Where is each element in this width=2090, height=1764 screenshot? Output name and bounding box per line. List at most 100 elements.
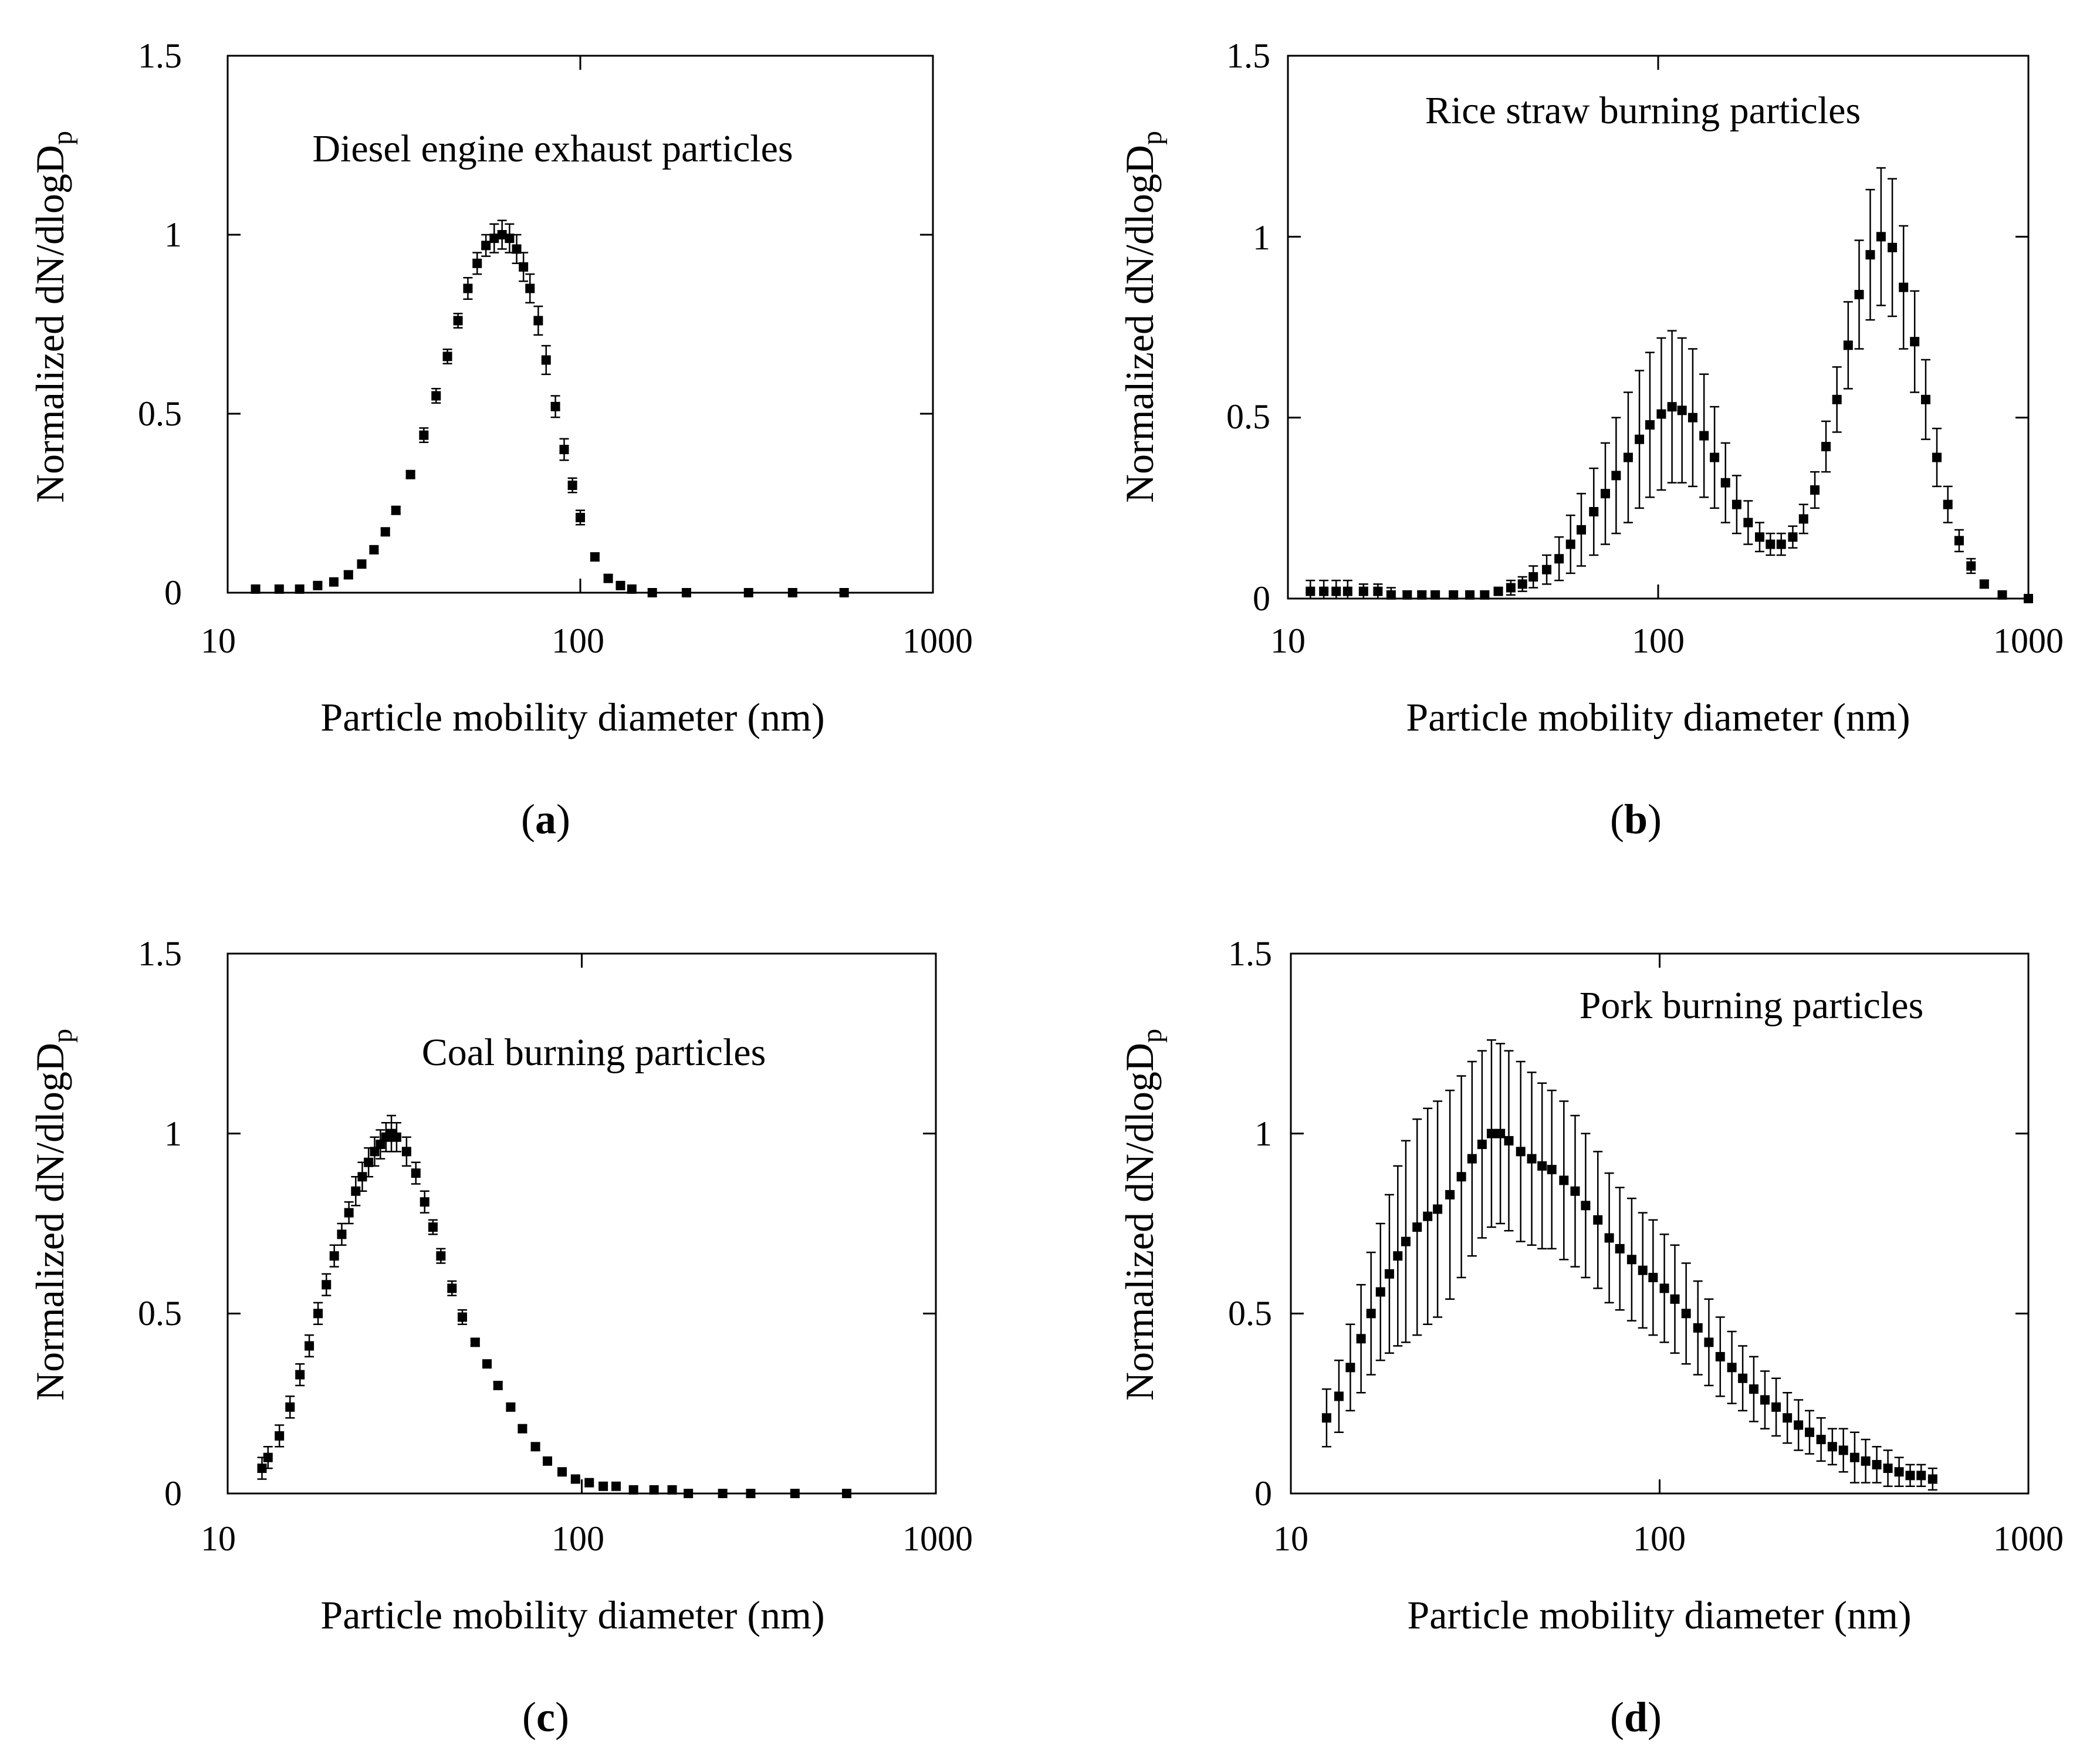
data-point	[541, 355, 551, 365]
data-point	[611, 1481, 621, 1491]
data-point	[1648, 1273, 1658, 1282]
data-point	[598, 1481, 608, 1491]
data-point	[1693, 1323, 1703, 1333]
data-point	[1366, 1309, 1376, 1319]
data-point	[357, 1172, 367, 1182]
data-point	[681, 588, 691, 597]
data-points	[1306, 232, 2033, 603]
data-point	[1581, 1201, 1591, 1211]
data-point	[376, 1140, 385, 1150]
data-point	[1477, 1140, 1487, 1150]
data-point	[1920, 394, 1930, 404]
data-point	[436, 1251, 446, 1261]
x-tick-label: 10	[201, 621, 236, 660]
data-point	[557, 1467, 567, 1477]
data-point	[1715, 1351, 1725, 1361]
data-point	[746, 1489, 756, 1498]
data-point	[472, 258, 482, 268]
data-point	[357, 559, 367, 569]
panel-label-letter: b	[1624, 796, 1648, 843]
x-tick-label: 100	[1632, 621, 1685, 660]
data-point	[1659, 1283, 1669, 1293]
data-point	[1527, 1154, 1537, 1164]
error-bars	[257, 1114, 553, 1480]
data-point	[518, 1424, 527, 1434]
data-point	[1656, 409, 1666, 419]
data-point	[370, 1147, 380, 1157]
data-point	[337, 1229, 347, 1239]
y-axis-label-text: Normalized dN/dlogD	[1117, 145, 1162, 503]
axis-ticks	[226, 952, 937, 1495]
data-point	[419, 430, 429, 440]
data-point	[1412, 1222, 1422, 1232]
panel-label-letter: d	[1624, 1694, 1648, 1741]
data-point	[628, 1485, 638, 1495]
y-tick-label: 1.5	[138, 934, 182, 973]
data-point	[380, 527, 390, 537]
data-point	[442, 352, 452, 361]
data-point	[839, 588, 849, 597]
data-point	[1358, 586, 1368, 596]
data-point	[1687, 413, 1697, 423]
y-tick-label: 0	[164, 1474, 182, 1513]
data-point	[1888, 242, 1898, 252]
axis-ticks	[1290, 952, 2030, 1495]
data-point	[1997, 590, 2007, 600]
x-axis-label: Particle mobility diameter (nm)	[1407, 1593, 1911, 1637]
y-axis-label-subscript: p	[47, 1029, 78, 1043]
data-point	[1393, 1251, 1403, 1261]
panel-label-letter: c	[536, 1694, 555, 1741]
panel-label-letter: a	[535, 796, 556, 843]
y-tick-label: 0.5	[138, 394, 182, 433]
data-point	[1386, 590, 1396, 600]
data-point	[1456, 1172, 1466, 1182]
data-point	[1345, 1363, 1355, 1373]
data-point	[667, 1485, 677, 1495]
data-point	[1677, 405, 1687, 415]
data-point	[285, 1402, 295, 1412]
data-point	[257, 1464, 267, 1474]
data-point	[1506, 583, 1516, 593]
data-point	[1517, 579, 1527, 589]
y-tick-label: 1	[1254, 1114, 1272, 1153]
data-point	[506, 1402, 516, 1412]
data-point	[391, 505, 401, 515]
y-axis-label-subscript: p	[1137, 1029, 1168, 1043]
data-point	[1467, 1154, 1477, 1164]
data-point	[1433, 1204, 1443, 1214]
y-axis-label-text: Normalized dN/dlogD	[28, 145, 72, 503]
data-point	[1794, 1420, 1804, 1430]
data-point	[1771, 1402, 1781, 1412]
data-point	[1645, 420, 1655, 430]
data-point	[1749, 1384, 1758, 1394]
data-point	[505, 234, 515, 244]
data-point	[1623, 452, 1633, 462]
data-point	[1979, 579, 1989, 589]
data-point	[1916, 1471, 1926, 1481]
data-point	[1754, 532, 1764, 542]
panel-a: 0 0.5 1 1.5 10 100 1000 Particle mobilit…	[28, 36, 973, 843]
data-point	[519, 262, 529, 272]
data-point	[411, 1168, 421, 1178]
data-point	[463, 283, 473, 293]
data-point	[1635, 434, 1645, 444]
data-point	[1604, 1233, 1614, 1243]
data-point	[1966, 561, 1976, 571]
data-point	[1423, 1211, 1433, 1221]
axis-ticks	[226, 55, 934, 594]
data-point	[1776, 539, 1786, 549]
data-points	[1321, 1128, 1937, 1484]
data-point	[1547, 1165, 1557, 1174]
data-point	[1334, 1391, 1344, 1401]
x-tick-label: 10	[1273, 1519, 1308, 1558]
data-point	[1449, 590, 1459, 600]
y-tick-label: 0	[1253, 579, 1270, 618]
data-point	[584, 1478, 594, 1488]
data-point	[453, 316, 463, 326]
panel-annotation: Pork burning particles	[1580, 984, 1924, 1027]
data-point	[420, 1197, 430, 1207]
data-point	[570, 1474, 580, 1484]
data-point	[525, 283, 535, 293]
data-point	[329, 577, 339, 587]
data-point	[1496, 1128, 1506, 1138]
